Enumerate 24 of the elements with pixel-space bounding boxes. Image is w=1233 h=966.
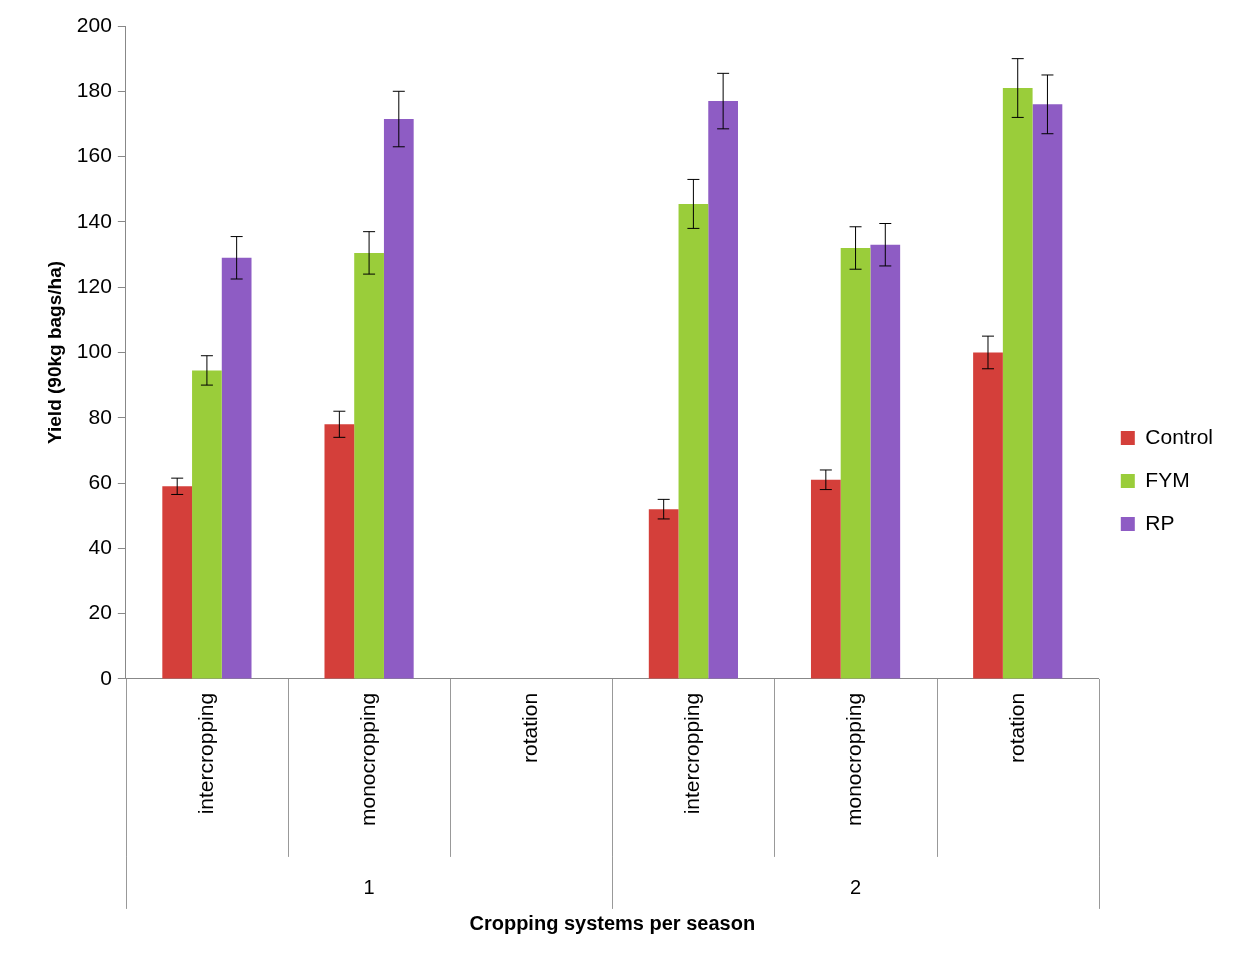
x-tick-label: intercropping bbox=[680, 692, 704, 815]
y-axis-title: Yield (90kg bags/ha) bbox=[43, 260, 65, 444]
y-tick-label: 60 bbox=[88, 469, 112, 493]
y-tick-label: 180 bbox=[76, 78, 112, 102]
y-tick-label: 20 bbox=[88, 600, 112, 624]
x-tick-label: rotation bbox=[1004, 692, 1028, 763]
x-tick-label: monocropping bbox=[842, 692, 866, 827]
x-tick-label: rotation bbox=[518, 692, 542, 763]
y-tick-label: 40 bbox=[88, 535, 112, 559]
x-tick-label: monocropping bbox=[355, 692, 379, 827]
y-tick-label: 0 bbox=[100, 665, 112, 689]
text: 1 bbox=[363, 876, 375, 899]
y-tick-label: 120 bbox=[76, 273, 112, 297]
y-tick-label: 100 bbox=[76, 339, 112, 363]
x-tick-label: intercropping bbox=[193, 692, 217, 815]
y-tick-label: 140 bbox=[76, 208, 112, 232]
legend-label: FYM bbox=[1145, 467, 1190, 491]
text: 2 bbox=[850, 876, 862, 899]
y-tick-label: 200 bbox=[76, 12, 112, 36]
legend-label: Control bbox=[1145, 424, 1214, 448]
y-tick-label: 160 bbox=[76, 143, 112, 167]
y-tick-label: 80 bbox=[88, 404, 112, 428]
x-axis-title: Cropping systems per season bbox=[469, 911, 756, 934]
legend-label: RP bbox=[1145, 510, 1175, 534]
